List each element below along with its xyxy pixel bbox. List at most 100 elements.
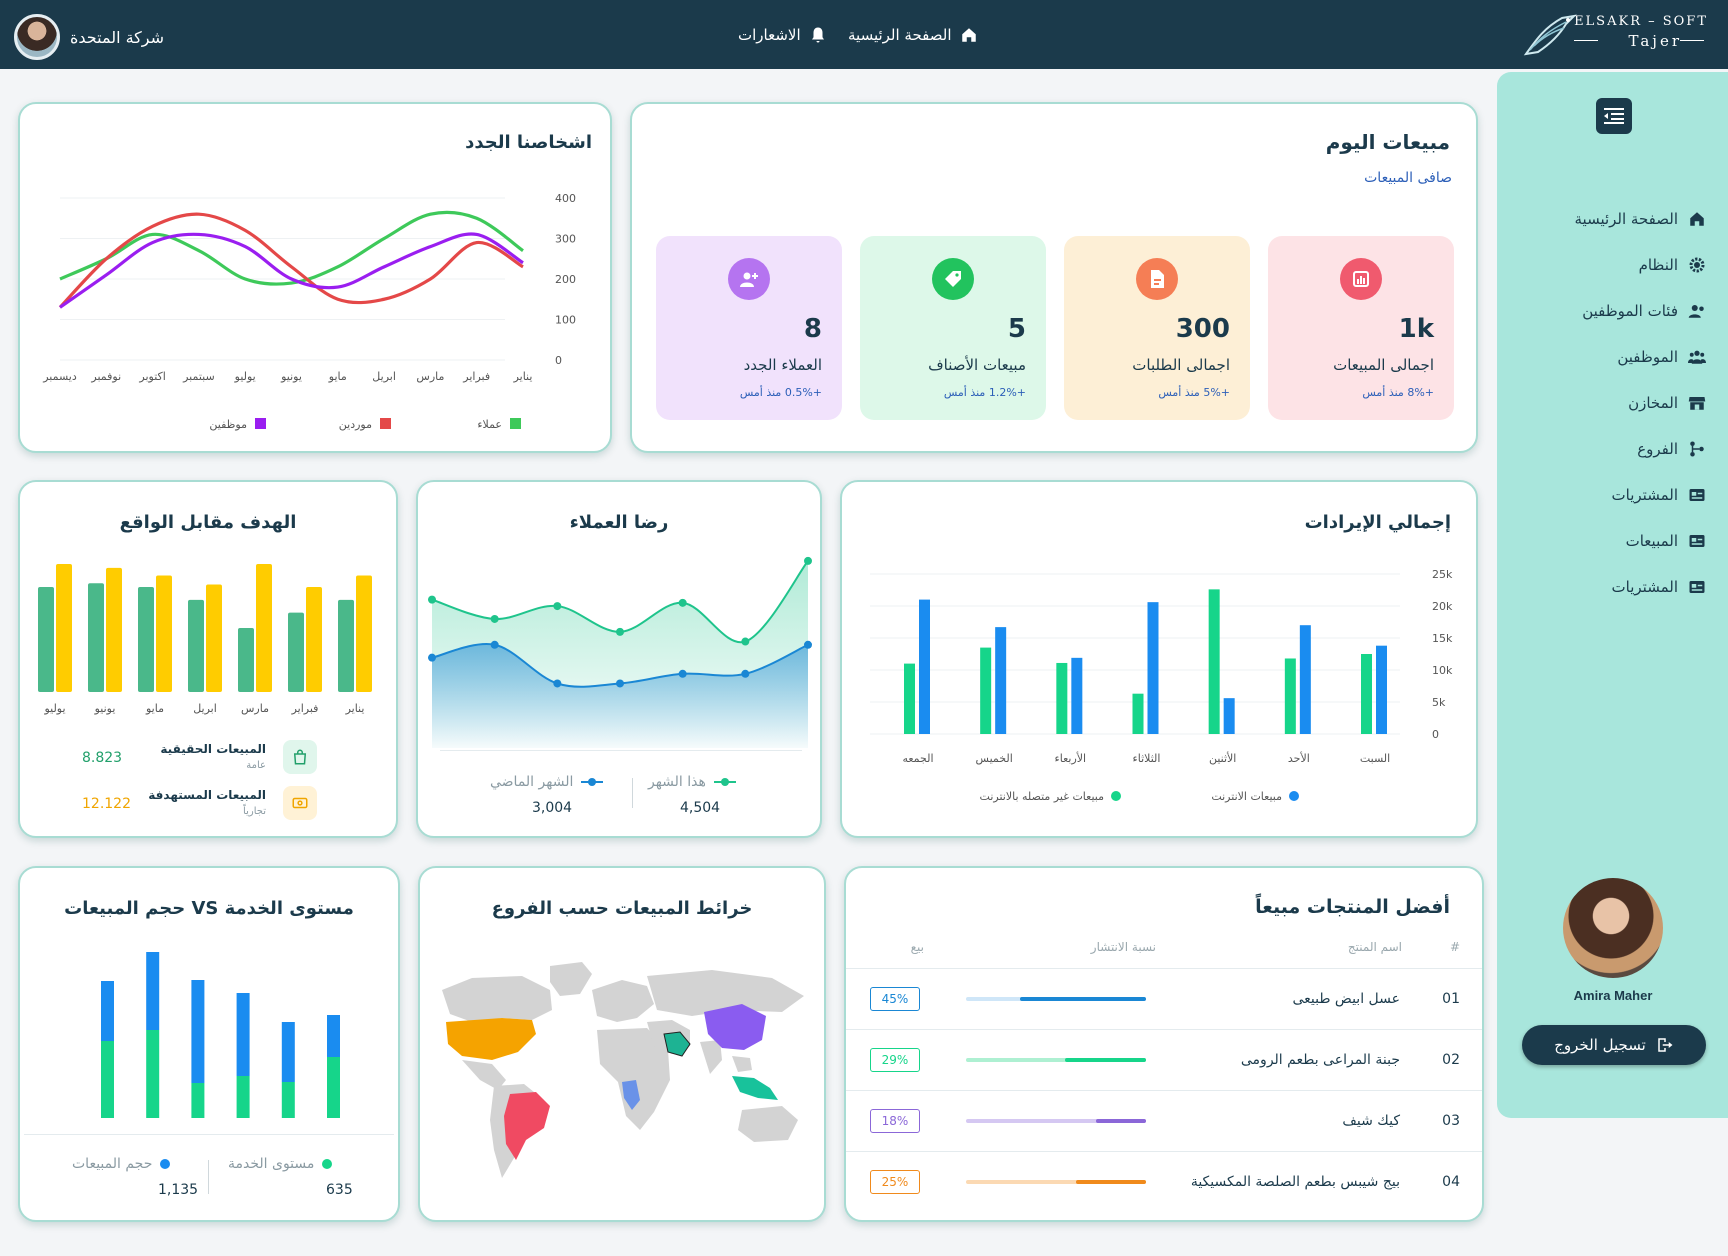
sidebar-item-1[interactable]: الصفحة الرئيسية: [1575, 210, 1707, 228]
bar-online: [995, 627, 1007, 734]
brand-bottom: Tajer: [1628, 32, 1682, 50]
area-fill-2: [432, 644, 808, 748]
service-divider: [24, 1134, 394, 1135]
bar-target: [156, 575, 172, 692]
satisfaction-title: رضا العملاء: [569, 512, 669, 533]
y-tick-label: 5k: [1432, 696, 1446, 709]
x-tick-label: سبتمبر: [182, 370, 215, 383]
satisfaction-separator: [632, 778, 633, 808]
bar-target: [356, 575, 372, 692]
legend-last-month: الشهر الماضي: [490, 774, 604, 790]
percent-badge: 18%: [870, 1109, 920, 1133]
legend-dot: [1111, 791, 1121, 801]
table-row[interactable]: 02 جبنة المراعى بطعم الرومى 29%: [846, 1029, 1482, 1089]
top-bar: ELSAKR – SOFT Tajer الصفحة الرئيسية الاش…: [0, 0, 1728, 69]
sidebar-item-8[interactable]: المبيعات: [1626, 532, 1706, 550]
file-icon: [1136, 258, 1178, 300]
kpi-card-3[interactable]: 5 مبيعات الأصناف +1.2% منذ أمس: [860, 236, 1046, 420]
bar-actual: [188, 599, 204, 692]
header-sale: بيع: [910, 940, 924, 954]
y-tick-label: 25k: [1432, 568, 1453, 581]
legend-swatch: [510, 418, 521, 429]
map-africa: [597, 1028, 670, 1130]
branch-icon: [1688, 440, 1706, 458]
bar-offline: [1284, 658, 1296, 734]
legend-service: مستوى الخدمة: [228, 1156, 333, 1172]
revenue-title: إجمالي الإيرادات: [1304, 512, 1451, 533]
service-level-chart: [101, 952, 340, 1118]
percent-badge: 29%: [870, 1048, 920, 1072]
bar-online: [919, 599, 930, 734]
sidebar-item-3[interactable]: فئات الموظفين: [1582, 302, 1706, 320]
map-europe: [592, 980, 654, 1022]
nav-home[interactable]: الصفحة الرئيسية: [848, 0, 978, 69]
menu-toggle-button[interactable]: [1596, 98, 1632, 134]
x-tick-label: يونيو: [94, 702, 116, 715]
y-tick-label: 400: [555, 192, 576, 205]
satisfaction-chart: [428, 556, 812, 748]
bar-service: [146, 1030, 160, 1118]
table-row[interactable]: 04 بيج شيبس بطعم الصلصة المكسيكية 25%: [846, 1151, 1482, 1211]
x-tick-label: يونيو: [280, 370, 302, 383]
sidebar-item-6[interactable]: الفروع: [1637, 440, 1706, 458]
sidebar-item-2[interactable]: النظام: [1639, 256, 1706, 274]
sidebar-item-4[interactable]: الموظفين: [1617, 348, 1706, 366]
kpi-value: 5: [1007, 314, 1026, 344]
kpi-card-1[interactable]: 1k اجمالى المبيعات +8% منذ أمس: [1268, 236, 1454, 420]
kpi-card-4[interactable]: 8 العملاء الجدد +0.5% منذ أمس: [656, 236, 842, 420]
tva-row-sub: عامة: [246, 760, 266, 771]
sidebar-item-5[interactable]: المخازن: [1628, 394, 1706, 412]
row-num: 03: [1442, 1113, 1460, 1129]
service-level-title: مستوى الخدمة VS حجم المبيعات: [64, 898, 354, 919]
company-switcher[interactable]: شركة المتحدة: [14, 14, 164, 60]
bar-target: [56, 564, 72, 692]
tva-row-title: المبيعات الحقيقية: [160, 742, 266, 756]
kpi-card-2[interactable]: 300 اجمالى الطلبات +5% منذ أمس: [1064, 236, 1250, 420]
brand-top: ELSAKR – SOFT: [1574, 14, 1708, 29]
kpi-label: العملاء الجدد: [743, 356, 822, 374]
today-sales-subtitle: صافى المبيعات: [1364, 170, 1452, 186]
map-saudi: [663, 1031, 691, 1057]
table-row[interactable]: 01 عسل ابيض طبيعى 45%: [846, 968, 1482, 1028]
kpi-value: 1k: [1398, 314, 1434, 344]
user-plus-icon: [728, 258, 770, 300]
bar-service: [236, 1076, 250, 1118]
tva-row-value: 12.122: [82, 796, 131, 812]
data-point: [490, 614, 499, 623]
data-point: [428, 595, 436, 604]
bar-offline: [1208, 589, 1220, 734]
y-tick-label: 10k: [1432, 664, 1453, 677]
card-icon: [1688, 532, 1706, 550]
row-product-name: عسل ابيض طبيعى: [1292, 991, 1400, 1007]
gear-icon: [1688, 256, 1706, 274]
bar-online: [1147, 602, 1159, 734]
sales-map-title: خرائط المبيعات حسب الفروع: [491, 898, 753, 919]
map-russia: [647, 970, 804, 1016]
company-name: شركة المتحدة: [70, 27, 165, 47]
sidebar-item-9[interactable]: المشتريات: [1612, 578, 1706, 596]
x-tick-label: السبت: [1360, 752, 1390, 765]
this-month-label: هذا الشهر: [648, 774, 706, 790]
logout-button[interactable]: تسجيل الخروج: [1522, 1025, 1706, 1065]
map-congo: [622, 1080, 640, 1110]
spread-bar: [966, 1058, 1146, 1062]
tag-icon: [932, 258, 974, 300]
kpi-value: 300: [1175, 314, 1230, 344]
x-tick-label: ابريل: [193, 702, 217, 715]
data-point: [616, 627, 624, 636]
y-tick-label: 0: [555, 354, 562, 367]
sidebar-item-7[interactable]: المشتريات: [1612, 486, 1706, 504]
y-tick-label: 15k: [1432, 632, 1453, 645]
nav-notifications[interactable]: الاشعارات: [738, 0, 827, 69]
volume-value: 1,135: [158, 1182, 199, 1198]
revenue-chart: 0 5k 10k 15k 20k 25k السبت الأحد الأثنين الثلاثاء…: [870, 568, 1453, 803]
table-row[interactable]: 03 كيك شيف 18%: [846, 1090, 1482, 1150]
series-line-2: [58, 212, 524, 309]
legend-swatch: [255, 418, 266, 429]
ticket-icon: [283, 786, 317, 820]
x-tick-label: اكتوبر: [138, 370, 165, 383]
series-line-3: [59, 232, 524, 309]
x-tick-label: الأثنين: [1209, 751, 1236, 765]
nav-home-label: الصفحة الرئيسية: [848, 25, 952, 44]
data-point: [741, 669, 750, 678]
